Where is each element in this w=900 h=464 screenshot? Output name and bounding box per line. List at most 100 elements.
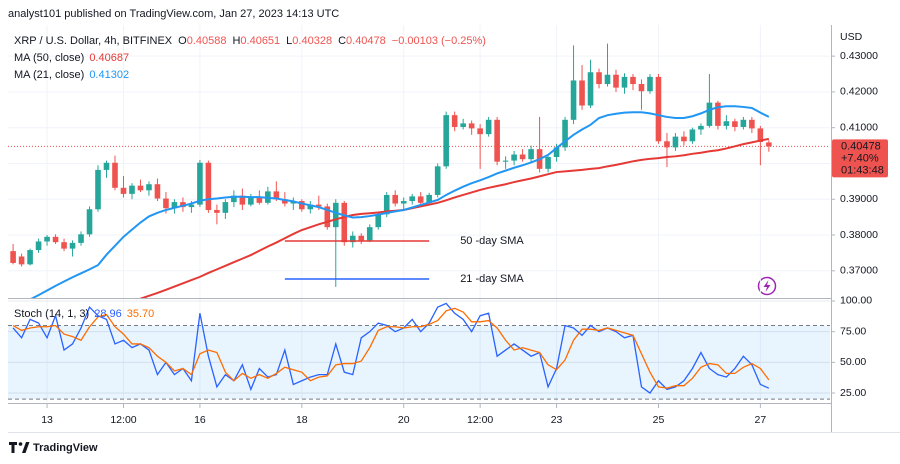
candle-body bbox=[341, 202, 348, 243]
candle-body bbox=[214, 209, 220, 213]
candle-body bbox=[231, 195, 237, 203]
footer-logo[interactable]: TradingView bbox=[9, 442, 98, 454]
logo-dot[interactable] bbox=[18, 442, 23, 446]
candle-body bbox=[511, 154, 517, 161]
price-tag-value: 0.40478 bbox=[841, 140, 881, 152]
stoch-line bbox=[12, 307, 770, 389]
candle-body bbox=[239, 195, 246, 205]
legend-row: XRP / U.S. Dollar, 4h, BITFINEX O0.40588 H… bbox=[14, 35, 486, 47]
price-tag-countdown: 01:43:48 bbox=[841, 164, 884, 176]
candle-body bbox=[545, 157, 551, 169]
candle-body bbox=[95, 169, 101, 210]
y-tick-label: 0.38000 bbox=[840, 229, 878, 241]
ma-line bbox=[30, 105, 770, 298]
candle-body bbox=[468, 123, 475, 129]
x-tick-label: 18 bbox=[296, 414, 308, 426]
legend-value: 0.40651 bbox=[240, 35, 280, 47]
candle-body bbox=[383, 194, 390, 215]
candle-body bbox=[638, 84, 645, 92]
grid-layer bbox=[8, 25, 830, 402]
candle-body bbox=[18, 256, 25, 265]
candle-body bbox=[485, 119, 492, 135]
y-tick-label: 100.00 bbox=[840, 295, 872, 307]
candle-body bbox=[477, 128, 483, 135]
candle-body bbox=[417, 196, 424, 203]
y-tick-label: 0.41000 bbox=[840, 121, 878, 133]
candle-body bbox=[443, 115, 449, 167]
logo-mark[interactable] bbox=[9, 442, 17, 453]
candle-body bbox=[613, 74, 619, 88]
candle-body bbox=[163, 198, 169, 209]
candle-body bbox=[103, 162, 110, 170]
candle-body bbox=[723, 121, 730, 126]
candle-body bbox=[570, 80, 577, 120]
candle-body bbox=[86, 209, 93, 235]
candle-body bbox=[315, 204, 322, 207]
candle-body bbox=[630, 76, 636, 85]
stoch-title: Stoch (14, 1, 3) bbox=[14, 308, 89, 320]
candle-body bbox=[10, 251, 16, 263]
candle-body bbox=[732, 121, 738, 127]
candle-body bbox=[681, 136, 687, 142]
candle-body bbox=[146, 184, 152, 191]
candle-body bbox=[672, 136, 679, 148]
legend-change: −0.00103 (−0.25%) bbox=[392, 35, 486, 47]
candle-body bbox=[664, 141, 670, 148]
candle-body bbox=[256, 197, 263, 203]
x-tick-label: 16 bbox=[194, 414, 206, 426]
legend-key: L bbox=[286, 35, 292, 47]
candle-body bbox=[715, 102, 721, 126]
y-tick-label: 0.42000 bbox=[840, 86, 878, 98]
candle-body bbox=[494, 119, 500, 162]
candle-body bbox=[273, 191, 280, 200]
legend-value: 0.40588 bbox=[187, 35, 227, 47]
legend-key: H bbox=[232, 35, 240, 47]
candle-body bbox=[596, 72, 602, 85]
y-tick-label: 25.00 bbox=[840, 387, 866, 399]
candle-body bbox=[349, 235, 356, 243]
legend-ma-name: MA (21, close) bbox=[14, 69, 84, 81]
candle-body bbox=[528, 149, 534, 160]
candle-body bbox=[61, 242, 67, 249]
legend-ma-name: MA (50, close) bbox=[14, 52, 84, 64]
candle-body bbox=[129, 185, 135, 194]
candle-body bbox=[324, 206, 331, 228]
x-tick-label: 23 bbox=[551, 414, 563, 426]
candle-body bbox=[757, 128, 764, 142]
stoch-value: 35.70 bbox=[127, 308, 155, 320]
legend-symbol: XRP / U.S. Dollar, 4h, BITFINEX bbox=[14, 35, 173, 47]
candle-body bbox=[689, 129, 696, 142]
candle-body bbox=[392, 194, 399, 204]
candle-body bbox=[375, 214, 382, 228]
currency-label: USD bbox=[840, 31, 863, 43]
candle-body bbox=[282, 199, 288, 204]
candle-body bbox=[562, 119, 568, 148]
x-tick-label: 27 bbox=[755, 414, 767, 426]
candle-body bbox=[248, 197, 254, 205]
purple-icon[interactable] bbox=[757, 276, 777, 296]
candle-body bbox=[621, 76, 628, 88]
candle-body bbox=[205, 162, 212, 210]
candle-body bbox=[706, 102, 713, 126]
candle-body bbox=[332, 202, 339, 228]
candle-body bbox=[409, 196, 416, 202]
candle-body bbox=[519, 154, 526, 160]
legend-value: 0.40478 bbox=[346, 35, 386, 47]
candle-body bbox=[137, 185, 144, 191]
candle-body bbox=[358, 235, 365, 241]
x-tick-label: 25 bbox=[653, 414, 665, 426]
icon-bolt[interactable] bbox=[763, 280, 771, 292]
candle-body bbox=[698, 125, 704, 130]
candle-body bbox=[154, 184, 161, 199]
candle-body bbox=[647, 76, 653, 92]
publisher-line: analyst101 published on TradingView.com,… bbox=[8, 8, 339, 20]
x-tick-label: 12:00 bbox=[467, 414, 493, 426]
stoch-value: 28.96 bbox=[94, 308, 122, 320]
y-tick-label: 0.37000 bbox=[840, 265, 878, 277]
logo-text[interactable]: TradingView bbox=[33, 442, 98, 454]
legend-ma-value: 0.41302 bbox=[89, 69, 129, 81]
logo-slash[interactable] bbox=[22, 442, 30, 453]
